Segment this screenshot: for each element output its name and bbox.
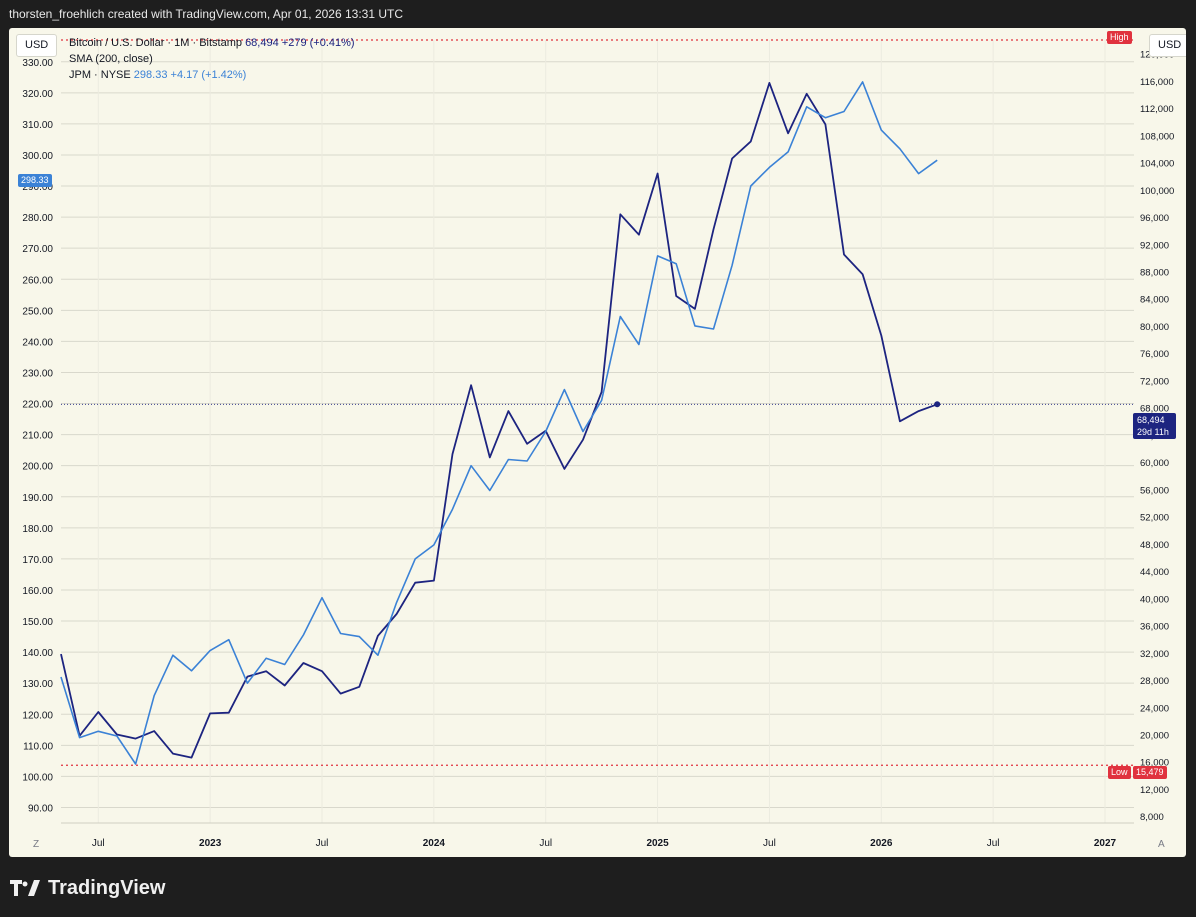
right-currency-button[interactable]: USD [1149, 34, 1186, 57]
jpm-last: 298.33 [133, 69, 168, 81]
left-axis-tick-label: 170.00 [22, 555, 53, 566]
right-axis-tick-label: 100,000 [1140, 186, 1174, 197]
left-axis-tick-label: 230.00 [22, 368, 53, 379]
btc-data-point [934, 401, 941, 408]
btc-price-tag-value: 68,494 [1137, 415, 1165, 425]
left-axis-tick-label: 330.00 [22, 58, 53, 69]
left-axis-tick-label: 130.00 [22, 679, 53, 690]
time-axis-tick-label: 2025 [646, 838, 669, 849]
right-axis-tick-label: 44,000 [1140, 567, 1169, 578]
left-axis-tick-label: 290.00 [22, 182, 53, 193]
btc-price-line [60, 82, 938, 759]
legend-row-sma[interactable]: SMA (200, close) [69, 51, 355, 67]
right-axis-tick-label: 36,000 [1140, 622, 1169, 633]
left-axis-tick-label: 200.00 [22, 462, 53, 473]
sma-label: SMA (200, close) [69, 53, 153, 65]
right-axis-tick-label: 60,000 [1140, 458, 1169, 469]
left-axis-tick-label: 190.00 [22, 493, 53, 504]
left-axis-tick-label: 250.00 [22, 306, 53, 317]
time-axis-tick-label: Jul [92, 838, 105, 849]
tradingview-logo-icon [10, 880, 40, 896]
left-axis-tick-label: 260.00 [22, 275, 53, 286]
left-axis-tick-label: 120.00 [22, 710, 53, 721]
right-axis-tick-label: 88,000 [1140, 267, 1169, 278]
left-axis-tick-label: 240.00 [22, 337, 53, 348]
legend: Bitcoin / U.S. Dollar · 1M · Bitstamp 68… [69, 35, 355, 83]
series-lines [60, 81, 941, 765]
left-axis-tick-label: 180.00 [22, 524, 53, 535]
left-axis-tick-label: 90.00 [28, 803, 53, 814]
left-axis-tick-label: 310.00 [22, 120, 53, 131]
time-axis-tick-label: 2023 [199, 838, 222, 849]
left-axis-tick-label: 300.00 [22, 151, 53, 162]
time-axis-tick-label: 2027 [1094, 838, 1117, 849]
time-axis-tick-label: Jul [539, 838, 552, 849]
low-marker-label: Low [1108, 766, 1131, 779]
right-axis-tick-label: 72,000 [1140, 376, 1169, 387]
right-axis-tick-label: 104,000 [1140, 159, 1174, 170]
left-axis-tick-label: 140.00 [22, 648, 53, 659]
left-axis-tick-label: 320.00 [22, 89, 53, 100]
chart-frame[interactable]: 330.00 320.00 310.00 300.00 290.00 280.00 270.… [9, 28, 1186, 857]
right-axis-tick-label: 96,000 [1140, 213, 1169, 224]
right-axis-tick-label: 116,000 [1140, 77, 1174, 88]
right-axis-tick-label: 8,000 [1140, 812, 1164, 823]
time-axis[interactable]: Jul 2023 Jul 2024 Jul 2025 Jul 2026 Jul 2027 [92, 838, 1117, 849]
right-axis-tick-label: 76,000 [1140, 349, 1169, 360]
right-axis-tick-label: 32,000 [1140, 649, 1169, 660]
legend-row-jpm[interactable]: JPM · NYSE 298.33 +4.17 (+1.42%) [69, 67, 355, 83]
auto-scale-right-button[interactable]: A [1158, 839, 1165, 850]
time-axis-tick-label: Jul [987, 838, 1000, 849]
left-axis-tick-label: 220.00 [22, 400, 53, 411]
right-axis-tick-label: 16,000 [1140, 758, 1169, 769]
time-axis-tick-label: 2024 [423, 838, 446, 849]
chart-canvas[interactable]: 330.00 320.00 310.00 300.00 290.00 280.00 270.… [9, 28, 1186, 857]
jpm-price-line [60, 81, 938, 765]
right-axis-tick-label: 48,000 [1140, 540, 1169, 551]
tradingview-logo[interactable]: TradingView [10, 877, 165, 899]
low-marker-value: 15,479 [1133, 766, 1167, 779]
btc-countdown: 29d 11h [1137, 427, 1169, 437]
left-axis-tick-label: 270.00 [22, 244, 53, 255]
btc-last: 68,494 [245, 37, 279, 49]
left-axis-tick-label: 110.00 [23, 741, 53, 752]
right-axis-tick-label: 24,000 [1140, 703, 1169, 714]
btc-price-tag: 68,494 29d 11h [1133, 413, 1176, 439]
high-marker-label: High [1107, 31, 1132, 44]
right-axis-tick-label: 56,000 [1140, 485, 1169, 496]
left-price-axis[interactable]: 330.00 320.00 310.00 300.00 290.00 280.00 270.… [22, 58, 53, 815]
right-axis-tick-label: 52,000 [1140, 513, 1169, 524]
caption-text: thorsten_froehlich created with TradingV… [9, 7, 404, 21]
caption-bar: thorsten_froehlich created with TradingV… [0, 0, 1196, 28]
grid [61, 40, 1134, 824]
btc-change: +279 (+0.41%) [281, 37, 355, 49]
jpm-change: +4.17 (+1.42%) [170, 69, 247, 81]
left-axis-tick-label: 100.00 [22, 772, 53, 783]
jpm-price-tag: 298.33 [18, 174, 52, 187]
right-axis-tick-label: 108,000 [1140, 131, 1174, 142]
jpm-symbol: JPM · NYSE [69, 69, 131, 81]
right-axis-tick-label: 84,000 [1140, 295, 1169, 306]
right-axis-tick-label: 28,000 [1140, 676, 1169, 687]
legend-row-btc[interactable]: Bitcoin / U.S. Dollar · 1M · Bitstamp 68… [69, 35, 355, 51]
right-axis-tick-label: 20,000 [1140, 730, 1169, 741]
brand-name: TradingView [48, 876, 166, 899]
left-axis-tick-label: 160.00 [22, 586, 53, 597]
auto-scale-left-button[interactable]: Z [33, 839, 40, 850]
time-axis-tick-label: Jul [316, 838, 329, 849]
time-axis-tick-label: Jul [763, 838, 776, 849]
left-axis-tick-label: 150.00 [22, 617, 53, 628]
left-currency-button[interactable]: USD [16, 34, 58, 57]
right-axis-tick-label: 68,000 [1140, 404, 1169, 415]
right-axis-tick-label: 40,000 [1140, 594, 1169, 605]
right-axis-tick-label: 80,000 [1140, 322, 1169, 333]
right-axis-tick-label: 92,000 [1140, 240, 1169, 251]
time-axis-tick-label: 2026 [870, 838, 893, 849]
btc-symbol: Bitcoin / U.S. Dollar · 1M · Bitstamp [69, 37, 242, 49]
left-axis-tick-label: 210.00 [22, 431, 53, 442]
right-axis-tick-label: 112,000 [1140, 104, 1174, 115]
left-axis-tick-label: 280.00 [22, 213, 53, 224]
reference-lines [61, 39, 1134, 766]
right-axis-tick-label: 12,000 [1140, 785, 1169, 796]
